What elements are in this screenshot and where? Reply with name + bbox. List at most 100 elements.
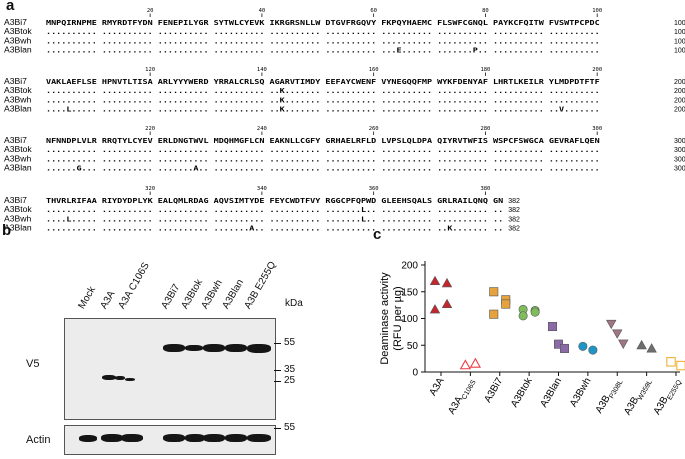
sequence-end: 382 [508, 198, 520, 205]
actin-band-a3blan [225, 434, 247, 442]
v5-blot [64, 318, 276, 420]
y-tick-label: 200 [401, 261, 418, 272]
v5-marker-25: 25 [284, 375, 296, 386]
sequence-end: 200 [674, 79, 685, 86]
data-point [518, 311, 528, 321]
y-tick-label: 0 [412, 368, 418, 379]
ruler-label: 240 [257, 126, 267, 132]
sequence-name: A3Bwh [4, 213, 31, 223]
sequence-line: MNPQIRNPME RMYRDTFYDN FENEPILYGR SYTWLCY… [46, 18, 600, 27]
x-tick-label-main: A3Bwh [568, 376, 593, 409]
x-tick-label-sub: W359L [637, 379, 654, 402]
sequence-end: 300 [674, 166, 685, 173]
v5-band-a3a-2 [115, 376, 125, 380]
sequence-end: 382 [508, 226, 520, 232]
sequence-line: ......G... .......... .......A.. .......… [46, 164, 600, 173]
v5-band-c106s [125, 378, 135, 381]
sequence-end: 100 [674, 38, 685, 45]
v5-marker-tick-55 [274, 343, 281, 344]
ruler-label: 260 [369, 126, 379, 132]
actin-marker-55: 55 [284, 422, 296, 433]
sequence-name: A3Btok [4, 204, 32, 214]
sequence-end: 100 [674, 29, 685, 36]
x-tick-label: A3AC106S [446, 376, 478, 418]
actin-label: Actin [26, 434, 51, 446]
panel-b-letter: b [2, 222, 12, 239]
data-point [612, 329, 623, 339]
v5-marker-tick-35 [274, 370, 281, 371]
data-point [489, 287, 499, 297]
sequence-name: A3Bwh [4, 153, 31, 163]
sequence-line: .......... .......... .......... .......… [46, 145, 600, 154]
actin-band-a3bi7 [163, 434, 185, 442]
data-point [441, 298, 453, 309]
data-point [459, 359, 472, 370]
x-tick-label-sub: C106S [461, 379, 478, 401]
y-axis-label-line1: Deaminase activity [379, 272, 391, 365]
v5-marker-55: 55 [284, 337, 296, 348]
sequence-name: A3Bwh [4, 94, 31, 104]
sequence-name: A3Bwh [4, 35, 31, 45]
ruler-label: 60 [370, 8, 377, 14]
sequence-line: .......... .......... .......... .......… [46, 27, 600, 36]
sequence-end: 200 [674, 107, 685, 114]
sequence-end: 200 [674, 88, 685, 95]
sequence-name: A3Blan [4, 45, 32, 55]
sequence-name: A3Bi7 [4, 135, 27, 145]
sequence-line: ....L..... .......... .......... .......… [46, 214, 503, 223]
sequence-line: .......... .......... .......... .......… [46, 95, 600, 104]
sequence-name: A3Blan [4, 223, 32, 232]
ruler-label: 160 [369, 67, 379, 73]
kda-label: kDa [285, 298, 303, 309]
v5-marker-tick-25 [274, 381, 281, 382]
sequence-end: 382 [508, 216, 520, 223]
sequence-line: .......... .......... .......... .......… [46, 46, 600, 55]
data-point [530, 307, 540, 317]
lane-label: A3Bi7 [159, 282, 183, 311]
data-point [548, 322, 558, 332]
x-tick-label: A3BW359L [622, 376, 654, 418]
data-point [676, 360, 685, 371]
sequence-name: A3Bi7 [4, 76, 27, 86]
data-point [636, 339, 647, 350]
x-tick-label-sub: E255Q [666, 379, 683, 402]
lane-label: A3A [98, 289, 118, 311]
ruler-label: 280 [480, 126, 490, 132]
actin-band-a3be255q [247, 434, 271, 442]
sequence-name: A3Blan [4, 163, 32, 173]
sequence-line: .......... .......... .......... .......… [46, 36, 600, 45]
data-point [578, 341, 588, 351]
data-point [441, 277, 453, 288]
v5-marker-35: 35 [284, 364, 296, 375]
v5-band-a3bi7 [163, 344, 185, 352]
ruler-label: 40 [259, 8, 266, 14]
x-tick-label: A3Bi7 [482, 376, 505, 405]
y-axis-label-line2: (RFU per µg) [392, 286, 404, 350]
v5-band-a3blan [225, 344, 247, 352]
data-point [489, 309, 499, 319]
actin-marker-tick-55 [274, 428, 281, 429]
panel-a-letter: a [6, 0, 15, 14]
lane-label: Mock [76, 284, 98, 311]
v5-band-a3bwh [203, 344, 225, 352]
x-tick-label: A3BE255Q [652, 376, 684, 418]
y-tick-label: 150 [401, 287, 418, 298]
ruler-label: 180 [480, 67, 490, 73]
ruler-label: 140 [257, 67, 267, 73]
y-tick-label: 50 [407, 341, 419, 352]
sequence-alignment: 20 40 60 80 100 A3Bi7 MNPQIRNPME RMYRDTFYDN FE… [4, 8, 685, 232]
v5-label: V5 [26, 358, 40, 370]
data-point [588, 345, 598, 355]
ruler-label: 340 [257, 186, 267, 192]
data-point [666, 357, 676, 367]
ruler-label: 120 [145, 67, 155, 73]
ruler-label: 220 [145, 126, 155, 132]
sequence-name: A3Btok [4, 85, 32, 95]
sequence-line: .......... .......... .......... .......… [46, 205, 503, 214]
ruler-label: 360 [369, 186, 379, 192]
actin-band-c106s [121, 434, 143, 442]
sequence-line: .......... .......... .......... .......… [46, 224, 503, 232]
ruler-label: 380 [480, 186, 490, 192]
lane-label: A3B E255Q [242, 259, 279, 311]
ruler-label: 20 [147, 8, 154, 14]
